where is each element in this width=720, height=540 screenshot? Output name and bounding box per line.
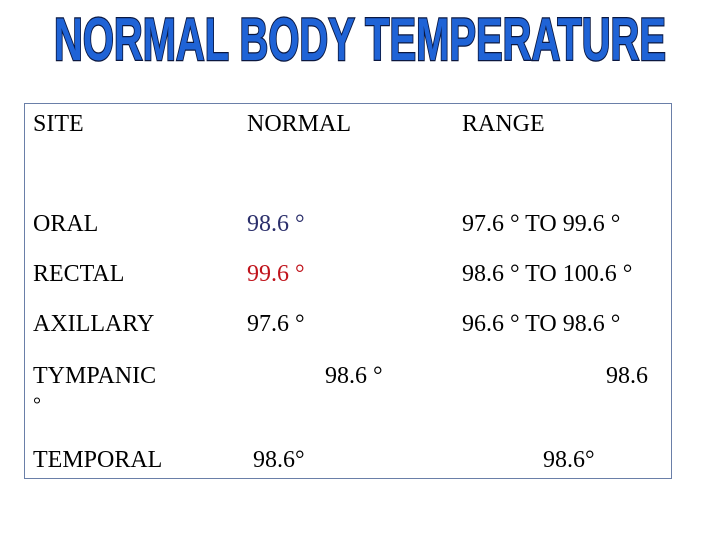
range-cell: 98.6° <box>543 447 595 473</box>
site-cell: RECTAL <box>33 261 125 287</box>
range-cell: 98.6 <box>606 363 648 389</box>
column-header: RANGE <box>462 111 545 137</box>
title: NORMAL BODY TEMPERATURE <box>54 6 666 73</box>
site-cell: TEMPORAL <box>33 447 163 473</box>
range-cell: 96.6 ° TO 98.6 ° <box>462 311 621 337</box>
normal-cell: 99.6 ° <box>247 261 305 287</box>
title-banner: NORMAL BODY TEMPERATURE <box>53 5 668 75</box>
normal-cell: 97.6 ° <box>247 311 305 337</box>
range-cell: 97.6 ° TO 99.6 ° <box>462 211 621 237</box>
site-cell: ORAL <box>33 211 99 237</box>
site-cell: TYMPANIC <box>33 363 157 389</box>
column-header: SITE <box>33 111 84 137</box>
site-cell: AXILLARY <box>33 311 155 337</box>
normal-cell: 98.6 ° <box>325 363 383 389</box>
range-cell: 98.6 ° TO 100.6 ° <box>462 261 633 287</box>
normal-cell: 98.6° <box>253 447 305 473</box>
normal-cell: 98.6 ° <box>247 211 305 237</box>
column-header: NORMAL <box>247 111 352 137</box>
degree-sign: ° <box>33 394 41 416</box>
table-frame <box>24 103 672 479</box>
